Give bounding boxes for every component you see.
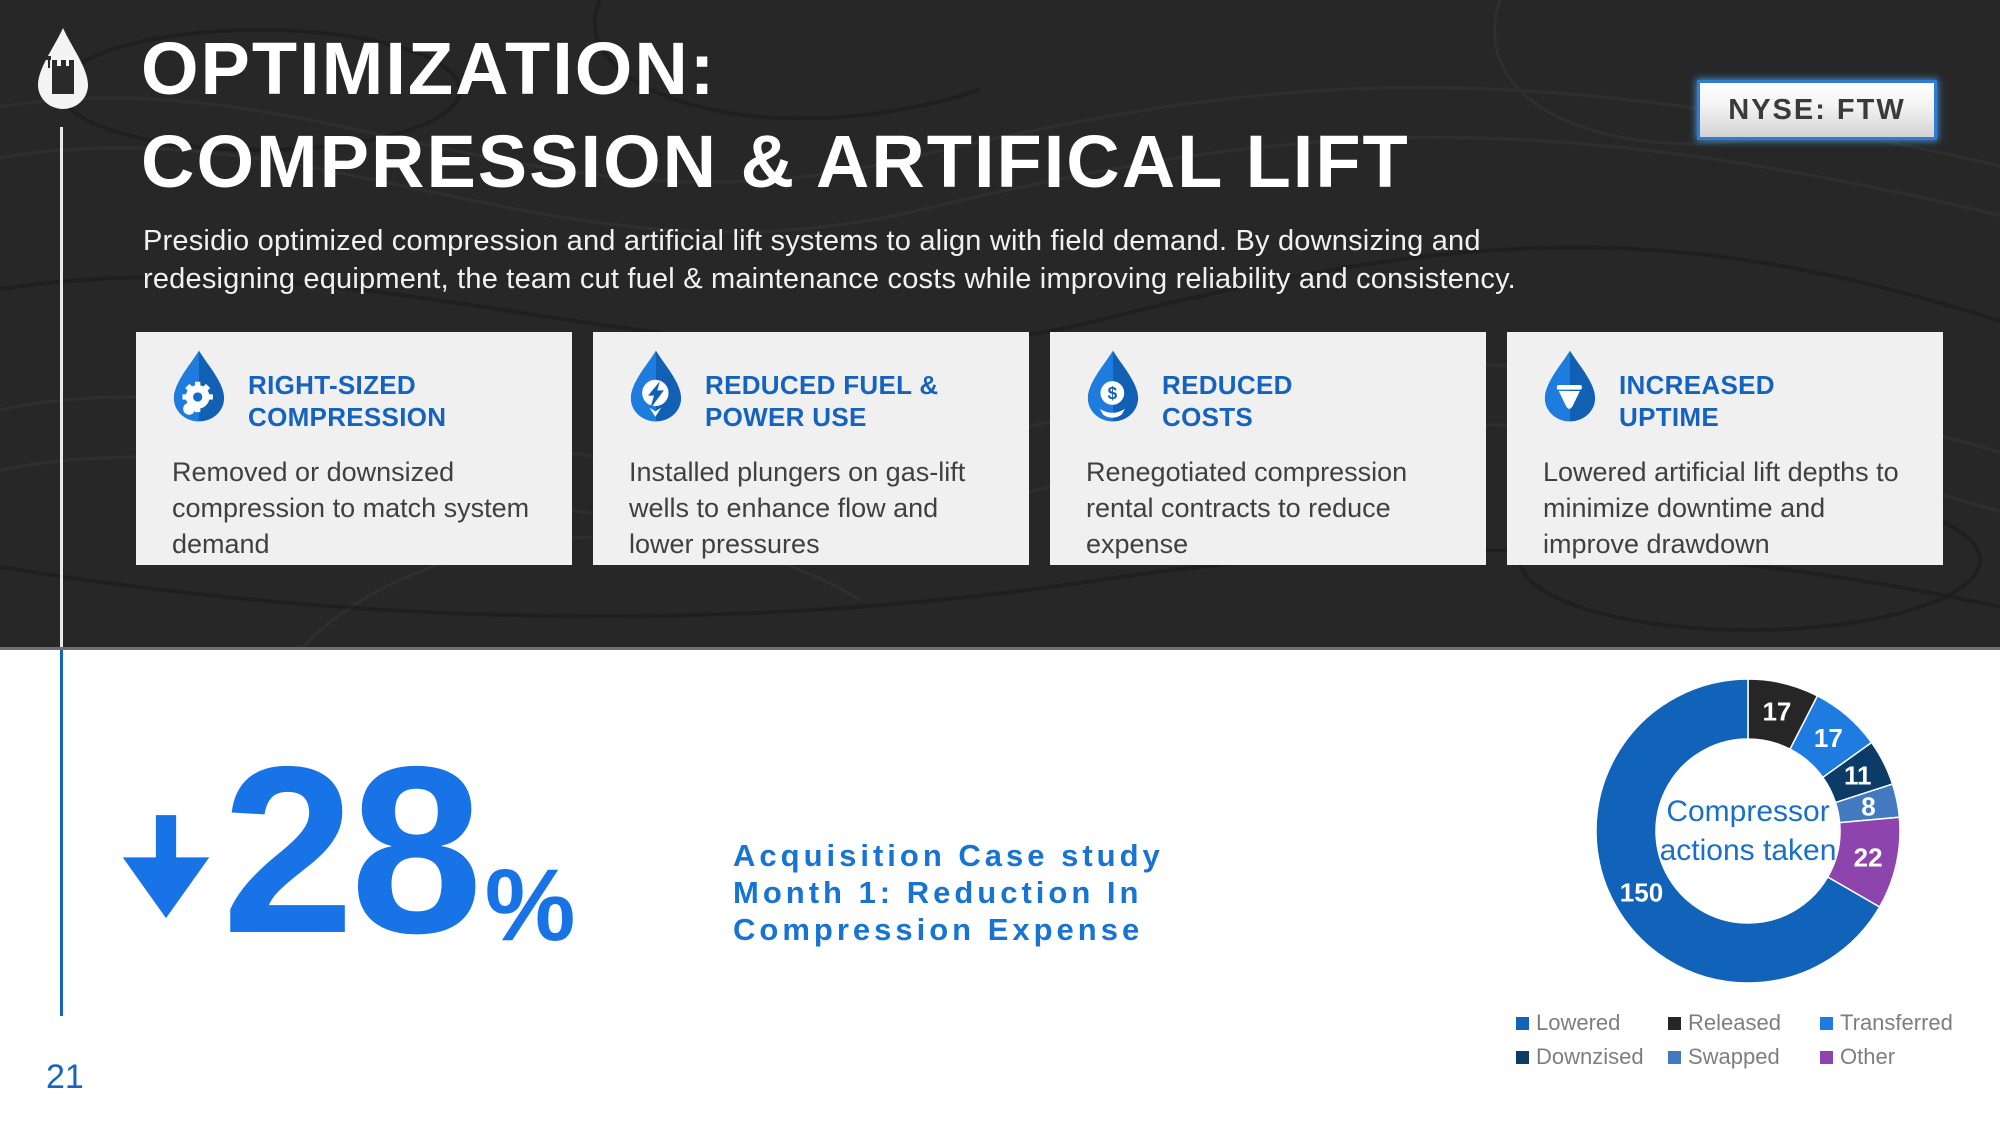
card-title-line2: UPTIME xyxy=(1619,402,1720,432)
donut-slice-lowered xyxy=(1595,678,1881,984)
stat-label-line1: Acquisition Case study xyxy=(733,838,1164,873)
dollar-droplet-icon: $ xyxy=(1087,350,1139,422)
accent-line-bottom xyxy=(60,650,63,1016)
legend-label: Lowered xyxy=(1536,1010,1621,1035)
donut-value-label: 17 xyxy=(1762,697,1791,727)
donut-chart: 17 17 11 8 22 150 Compressor actions taken xyxy=(1593,676,1903,986)
stat-label: Acquisition Case study Month 1: Reductio… xyxy=(733,837,1164,948)
card-title-line2: COMPRESSION xyxy=(248,402,447,432)
legend-label: Other xyxy=(1840,1044,1896,1069)
legend-label: Swapped xyxy=(1688,1044,1780,1069)
card-title: RIGHT-SIZED COMPRESSION xyxy=(248,369,446,433)
card-title: REDUCED COSTS xyxy=(1162,369,1293,433)
card-right-sized-compression: RIGHT-SIZED COMPRESSION Removed or downs… xyxy=(136,332,572,565)
legend-item-lowered: Lowered xyxy=(1516,1010,1668,1036)
card-title: REDUCED FUEL & POWER USE xyxy=(705,369,938,433)
legend-marker xyxy=(1516,1050,1529,1064)
donut-center-line1: Compressor xyxy=(1666,795,1830,828)
card-body: Lowered artificial lift depths to minimi… xyxy=(1543,457,1899,559)
title-line2: COMPRESSION & ARTIFICAL LIFT xyxy=(141,120,1410,203)
legend-item-downzised: Downzised xyxy=(1516,1044,1668,1070)
legend-item-transferred: Transferred xyxy=(1820,1010,1988,1036)
donut-value-label: 22 xyxy=(1854,843,1883,873)
legend-item-swapped: Swapped xyxy=(1668,1044,1820,1070)
legend-label: Downzised xyxy=(1536,1044,1644,1069)
legend-marker xyxy=(1820,1016,1833,1030)
accent-line-top xyxy=(60,127,63,647)
presidio-flame-fort-logo xyxy=(38,28,88,109)
donut-value-label: 17 xyxy=(1814,723,1843,753)
subtitle-line2: redesigning equipment, the team cut fuel… xyxy=(143,263,1516,295)
subtitle: Presidio optimized compression and artif… xyxy=(143,222,1516,298)
legend-item-released: Released xyxy=(1668,1010,1820,1036)
down-arrow-icon xyxy=(122,814,210,918)
legend-marker xyxy=(1668,1016,1681,1030)
ticker-label: NYSE: FTW xyxy=(1728,93,1906,126)
stat-label-line2: Month 1: Reduction In xyxy=(733,875,1143,910)
legend-marker xyxy=(1516,1016,1529,1030)
card-title-line2: POWER USE xyxy=(705,402,867,432)
donut-center-label: Compressor actions taken xyxy=(1660,792,1837,870)
legend-label: Transferred xyxy=(1840,1010,1953,1035)
svg-text:$: $ xyxy=(1108,383,1118,403)
stat-block: 28 % xyxy=(120,718,576,983)
donut-value-label: 150 xyxy=(1620,878,1663,908)
page-number: 21 xyxy=(46,1058,84,1096)
donut-center-line2: actions taken xyxy=(1659,834,1837,867)
chart-legend: Lowered Released Transferred Downzised Swapp… xyxy=(1516,1010,1988,1070)
card-increased-uptime: INCREASED UPTIME Lowered artificial lift… xyxy=(1507,332,1943,565)
legend-item-other: Other xyxy=(1820,1044,1988,1070)
card-body: Installed plungers on gas-lift wells to … xyxy=(629,457,966,559)
ticker-badge: NYSE: FTW xyxy=(1697,80,1937,140)
stat-unit: % xyxy=(484,848,576,963)
card-title-line1: RIGHT-SIZED xyxy=(248,370,416,400)
card-title: INCREASED UPTIME xyxy=(1619,369,1775,433)
card-reduced-fuel-power: REDUCED FUEL & POWER USE Installed plung… xyxy=(593,332,1029,565)
header-band: OPTIMIZATION: COMPRESSION & ARTIFICAL LI… xyxy=(0,0,2000,650)
card-body: Renegotiated compression rental contract… xyxy=(1086,457,1408,559)
stat-value: 28 xyxy=(222,718,483,983)
donut-value-label: 8 xyxy=(1861,791,1875,821)
uptime-droplet-icon xyxy=(1544,350,1596,422)
legend-marker xyxy=(1668,1050,1681,1064)
gear-droplet-icon xyxy=(173,350,225,422)
bolt-droplet-icon xyxy=(630,350,682,422)
card-title-line1: INCREASED xyxy=(1619,370,1775,400)
card-reduced-costs: $ REDUCED COSTS Renegotiated compression… xyxy=(1050,332,1486,565)
legend-marker xyxy=(1820,1050,1833,1064)
card-title-line1: REDUCED xyxy=(1162,370,1293,400)
benefit-cards: RIGHT-SIZED COMPRESSION Removed or downs… xyxy=(136,332,1943,565)
title-line1: OPTIMIZATION: xyxy=(141,27,717,110)
card-body: Removed or downsized compression to matc… xyxy=(172,457,530,559)
card-title-line2: COSTS xyxy=(1162,402,1254,432)
stat-label-line3: Compression Expense xyxy=(733,912,1144,947)
legend-label: Released xyxy=(1688,1010,1781,1035)
card-title-line1: REDUCED FUEL & xyxy=(705,370,939,400)
subtitle-line1: Presidio optimized compression and artif… xyxy=(143,225,1481,257)
donut-value-label: 11 xyxy=(1844,761,1872,791)
page-title: OPTIMIZATION: COMPRESSION & ARTIFICAL LI… xyxy=(141,22,1410,208)
